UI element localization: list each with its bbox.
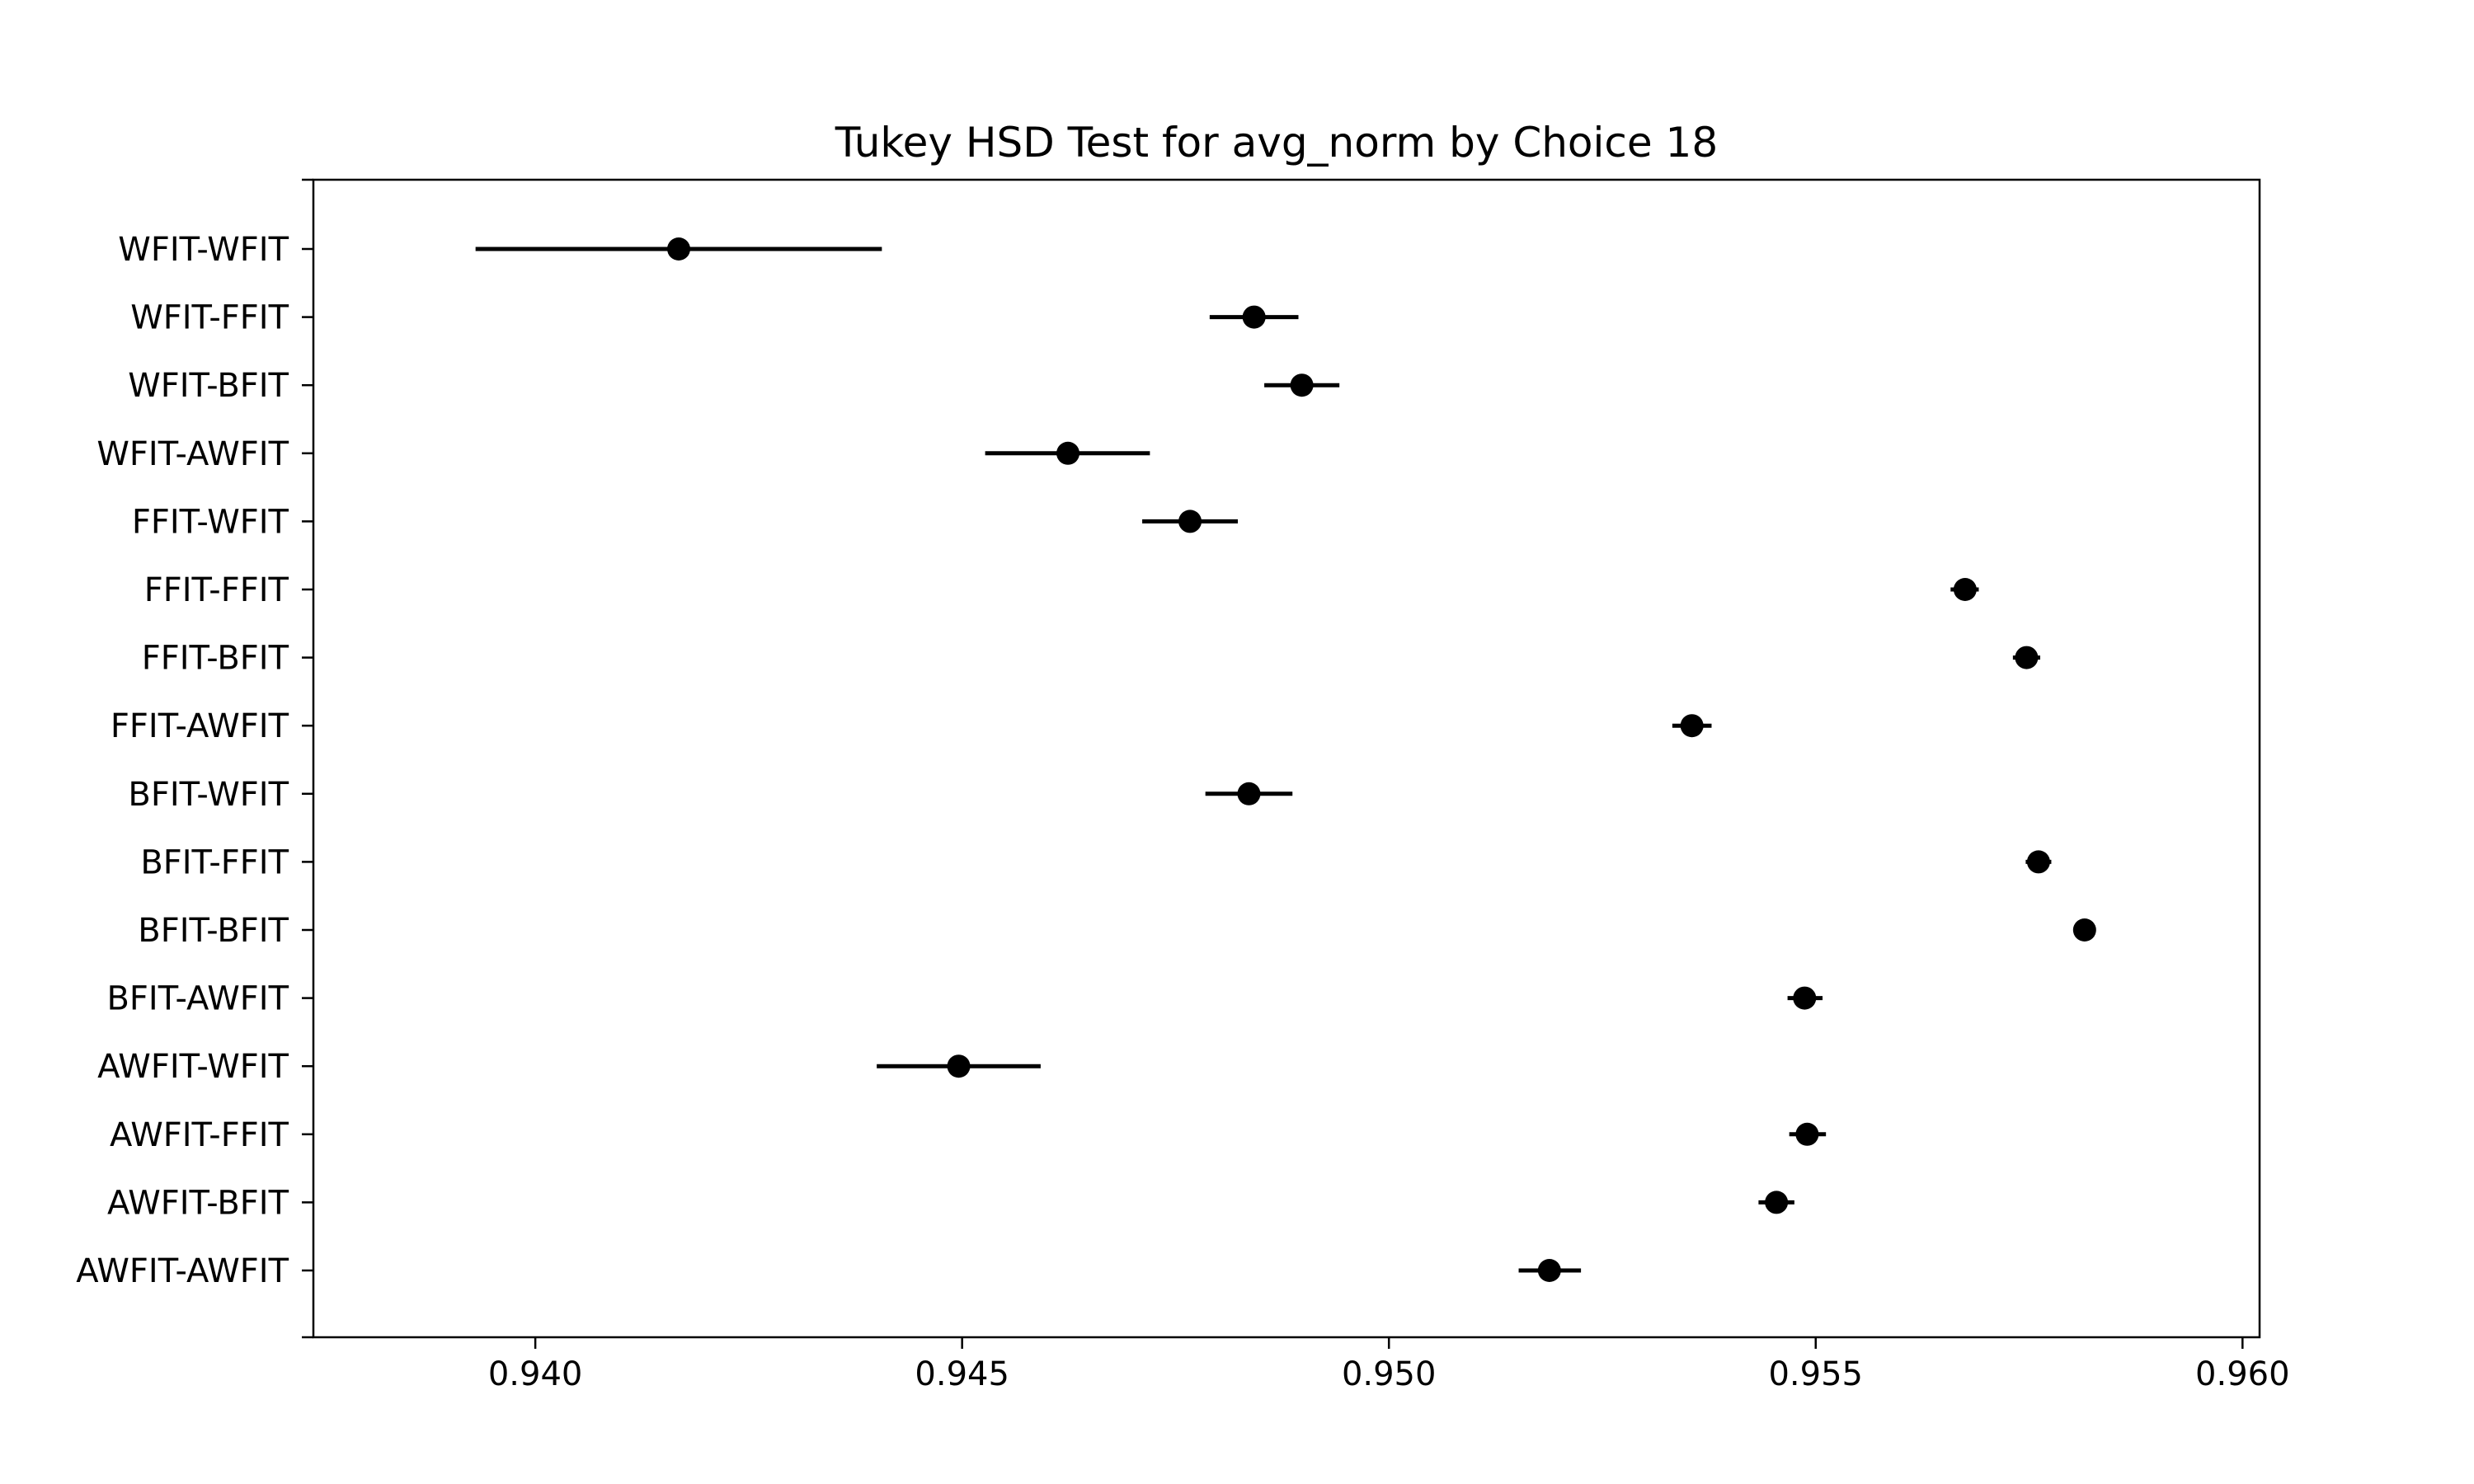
group-mean-marker: [2072, 918, 2096, 942]
x-tick-label: 0.945: [915, 1355, 1009, 1393]
y-tick-label: FFIT-WFIT: [132, 503, 289, 541]
group-mean-marker: [1237, 782, 1261, 805]
y-tick-label: AWFIT-BFIT: [107, 1184, 289, 1222]
group-mean-marker: [1178, 510, 1202, 533]
group-mean-marker: [1793, 986, 1817, 1010]
chart-title: Tukey HSD Test for avg_norm by Choice 18: [835, 119, 1718, 167]
axes-frame: [312, 178, 2261, 1339]
group-mean-marker: [1795, 1122, 1819, 1146]
x-tick-label: 0.950: [1342, 1355, 1437, 1393]
group-mean-marker: [1056, 441, 1080, 465]
y-tick-label: AWFIT-AWFIT: [76, 1252, 289, 1290]
group-mean-marker: [1765, 1190, 1789, 1214]
y-tick-label: AWFIT-WFIT: [97, 1048, 289, 1086]
y-tick-label: WFIT-BFIT: [128, 367, 289, 405]
x-tick-label: 0.940: [488, 1355, 583, 1393]
y-tick-label: AWFIT-FFIT: [110, 1116, 289, 1154]
y-tick-label: BFIT-FFIT: [140, 843, 289, 881]
y-tick-label: WFIT-AWFIT: [96, 435, 289, 473]
group-mean-marker: [1242, 305, 1266, 329]
x-tick-label: 0.955: [1768, 1355, 1863, 1393]
y-tick-label: WFIT-FFIT: [130, 299, 289, 337]
y-tick-label: BFIT-BFIT: [138, 912, 289, 950]
y-tick-label: BFIT-AWFIT: [106, 980, 289, 1018]
y-tick-label: WFIT-WFIT: [118, 231, 289, 269]
y-tick-label: FFIT-AWFIT: [111, 707, 289, 745]
y-tick-label: FFIT-BFIT: [142, 640, 289, 678]
group-mean-marker: [1680, 714, 1704, 738]
group-mean-marker: [667, 237, 691, 261]
x-tick-label: 0.960: [2195, 1355, 2290, 1393]
group-mean-marker: [947, 1054, 971, 1078]
group-mean-marker: [2015, 646, 2039, 669]
y-tick-label: BFIT-WFIT: [128, 776, 289, 814]
group-mean-marker: [1953, 578, 1977, 601]
y-tick-label: FFIT-FFIT: [144, 571, 289, 609]
group-mean-marker: [1537, 1259, 1561, 1282]
plot-area: 0.940 0.945 0.950 0.955 0.960 WFIT-WFIT WFIT-F…: [76, 178, 2290, 1393]
group-mean-marker: [2026, 850, 2050, 874]
group-mean-marker: [1290, 373, 1314, 397]
